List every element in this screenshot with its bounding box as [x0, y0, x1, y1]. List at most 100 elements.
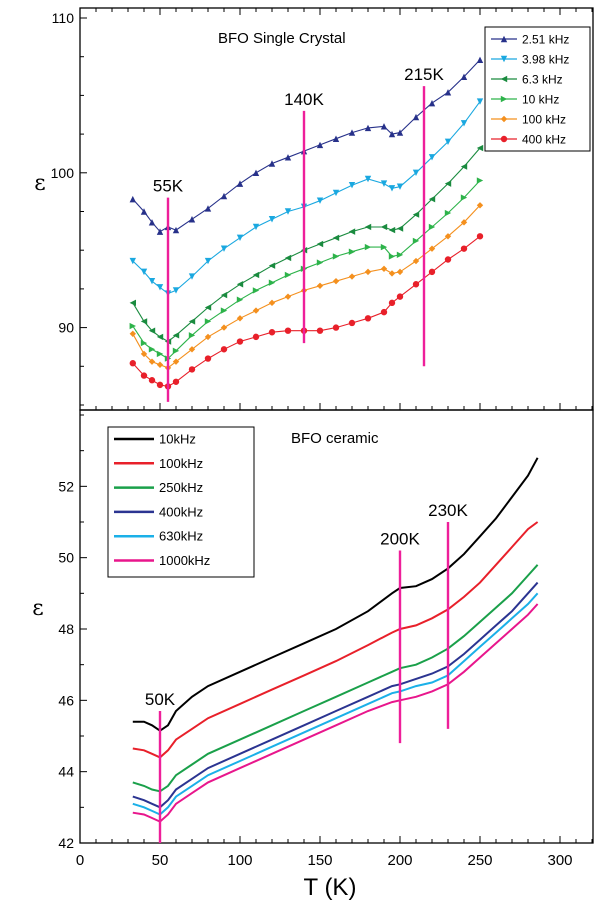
series-line [132, 592, 539, 816]
data-point [332, 277, 340, 285]
data-point [172, 226, 180, 234]
legend-marker [500, 135, 508, 143]
data-point [236, 281, 244, 288]
data-point [156, 350, 164, 358]
data-point [188, 216, 196, 223]
data-point [348, 228, 356, 235]
data-point [396, 268, 404, 276]
x-tick-label: 100 [227, 852, 252, 869]
data-point [476, 144, 484, 152]
data-point [396, 183, 404, 190]
ceramic-panel: 0 50 100 150 200 250 300 T (K) 42 44 46 48 50 52 ε BFO … [32, 409, 594, 901]
data-point [268, 160, 276, 167]
y-tick-label: 110 [52, 10, 75, 26]
data-point [332, 253, 340, 260]
data-point [412, 237, 420, 245]
data-point [252, 271, 260, 279]
y-axis-label: ε [32, 596, 43, 621]
data-point [388, 130, 396, 138]
x-tick-label: 300 [547, 852, 572, 869]
data-point [268, 262, 276, 269]
data-point [268, 299, 276, 307]
data-point [332, 324, 340, 331]
data-point [388, 270, 396, 277]
x-tick-label: 150 [307, 852, 332, 869]
data-point [316, 282, 324, 290]
legend-marker [500, 95, 508, 103]
data-point [204, 205, 212, 212]
transition-label: 200K [380, 530, 420, 549]
legend-label: 2.51 kHz [522, 33, 569, 47]
y-tick-label: 46 [58, 692, 74, 708]
legend-marker [500, 75, 508, 83]
x-tick-label: 0 [76, 852, 84, 869]
x-tick-label: 50 [152, 852, 169, 869]
x-axis-label: T (K) [304, 874, 357, 901]
legend-box [484, 26, 591, 152]
data-point [316, 141, 324, 149]
data-point [364, 175, 372, 183]
data-point [460, 194, 468, 201]
data-point [332, 234, 340, 242]
legend-label: 1000kHz [159, 553, 210, 568]
data-point [252, 287, 260, 294]
legend-label: 3.98 kHz [522, 53, 569, 67]
y-tick-label: 48 [58, 621, 74, 637]
data-point [220, 307, 228, 314]
legend-marker [500, 115, 508, 123]
legend-label: 10kHz [159, 432, 196, 447]
data-point [220, 346, 228, 353]
data-point [428, 268, 436, 276]
data-point [156, 228, 164, 235]
legend-marker [500, 35, 508, 43]
series-line [132, 564, 539, 793]
y-axis-label: ε [34, 171, 45, 196]
legend-label: 100 kHz [522, 113, 566, 127]
data-point [156, 284, 164, 291]
data-point [396, 293, 404, 300]
data-point [316, 327, 324, 334]
data-point [284, 271, 292, 279]
transition-label: 50K [145, 690, 176, 709]
data-point [140, 268, 148, 276]
data-point [388, 185, 396, 192]
data-point [284, 293, 292, 300]
data-point [348, 181, 356, 189]
data-point [129, 322, 136, 330]
data-point [460, 120, 468, 127]
legend-marker [500, 55, 508, 63]
legend-label: 10 kHz [522, 93, 559, 107]
data-point [172, 347, 180, 355]
data-point [396, 225, 404, 232]
series-line [132, 603, 539, 823]
data-point [148, 377, 156, 384]
data-point [252, 333, 260, 341]
data-point [220, 192, 228, 200]
x-tick-label: 250 [467, 852, 492, 869]
data-point [268, 216, 276, 223]
data-point [148, 358, 156, 365]
data-point [476, 56, 484, 63]
x-tick-label: 200 [387, 852, 412, 869]
legend-label: 6.3 kHz [522, 73, 563, 87]
data-point [140, 318, 148, 325]
data-point [476, 202, 484, 209]
data-point [364, 315, 372, 322]
data-point [444, 256, 452, 263]
data-point [236, 234, 244, 242]
legend-label: 400 kHz [522, 133, 566, 147]
data-point [284, 254, 292, 262]
data-point [148, 219, 156, 226]
series-line [132, 457, 539, 732]
data-point [129, 330, 136, 337]
data-point [172, 378, 180, 385]
transition-label: 140K [284, 90, 324, 109]
data-point [204, 333, 212, 341]
data-point [284, 154, 292, 161]
data-point [188, 318, 196, 325]
data-point [348, 319, 356, 327]
data-point [460, 245, 468, 252]
data-point [252, 169, 260, 176]
data-point [332, 189, 340, 197]
